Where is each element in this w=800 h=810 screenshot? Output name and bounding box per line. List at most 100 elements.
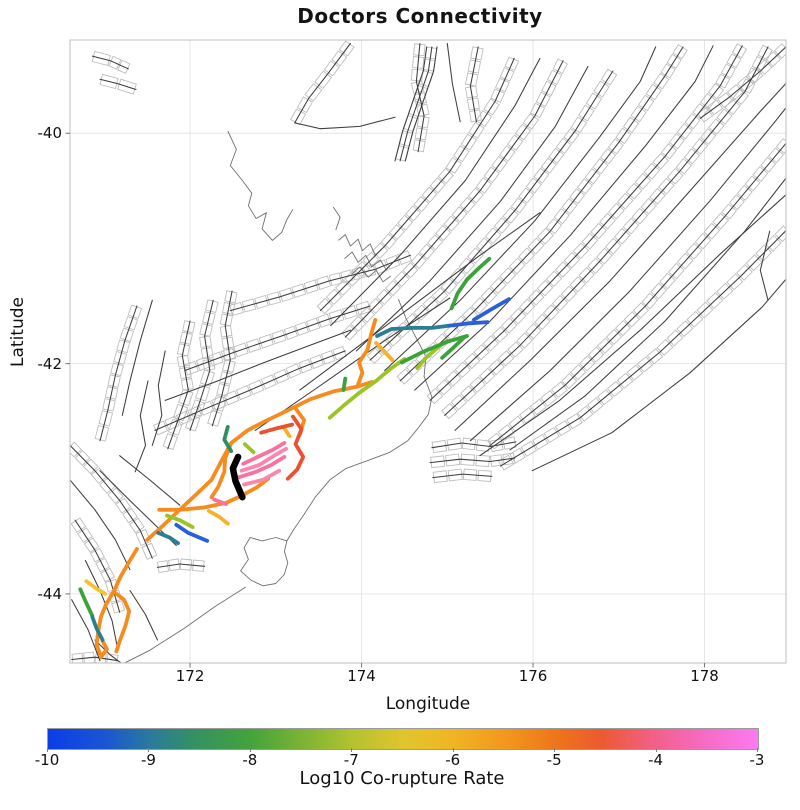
tick-marks xyxy=(65,132,706,668)
fault-patch xyxy=(182,320,196,334)
fault-patch xyxy=(462,468,478,481)
fault-patch xyxy=(449,267,467,285)
fault-patch xyxy=(241,298,257,313)
fault-patch xyxy=(585,92,603,110)
fault-patch xyxy=(493,217,511,234)
fault-patch xyxy=(195,356,212,371)
chartreuse-small xyxy=(242,442,256,455)
fault-patch xyxy=(755,244,773,262)
fault-patch xyxy=(156,560,170,573)
teal-ne xyxy=(375,323,452,338)
fault-patch xyxy=(248,379,265,396)
green-ne-arc xyxy=(449,256,492,311)
fault-patch xyxy=(497,454,515,471)
fault-patch xyxy=(388,224,405,241)
x-tick-label: 178 xyxy=(690,667,719,685)
gray-fault-trace xyxy=(167,320,191,450)
fault-patch xyxy=(128,517,145,534)
fault-patch xyxy=(724,98,741,115)
fault-patch xyxy=(736,263,753,281)
fault-patch xyxy=(426,234,444,251)
fault-patch xyxy=(656,338,674,356)
fault-patch xyxy=(470,46,484,61)
fault-patch xyxy=(480,287,498,305)
fault-patch xyxy=(560,285,578,303)
fault-patch xyxy=(208,351,224,367)
fault-patch xyxy=(429,177,446,194)
colorbar-tick-label: -10 xyxy=(34,751,60,769)
fault-patch xyxy=(454,361,472,378)
fault-patch xyxy=(684,113,701,130)
fault-patch xyxy=(731,43,748,59)
fault-patch xyxy=(187,405,203,421)
fault-patch xyxy=(676,252,694,270)
fault-patch xyxy=(529,398,547,416)
fault-patch xyxy=(331,50,348,67)
chartreuse-long xyxy=(327,357,407,420)
fault-patch xyxy=(590,222,607,240)
gray-fault-trace xyxy=(70,479,131,571)
fault-patch xyxy=(450,394,468,411)
colorbar xyxy=(47,728,759,750)
fault-patch xyxy=(475,237,493,255)
colorbar-tick xyxy=(655,748,657,752)
fault-patch xyxy=(660,63,676,79)
coastline-east-coast xyxy=(286,298,433,542)
fault-patch xyxy=(613,227,631,245)
fault-patch xyxy=(362,251,380,269)
fault-patch xyxy=(500,317,518,334)
colorbar-tick-label: -4 xyxy=(648,751,664,769)
fault-patch xyxy=(283,325,298,340)
fault-patch xyxy=(473,343,490,361)
fault-patch xyxy=(497,350,515,367)
fault-patch xyxy=(686,310,704,328)
fault-patch xyxy=(697,106,714,123)
fault-patch xyxy=(445,156,462,174)
plot-border xyxy=(69,39,787,664)
y-tick-label: -40 xyxy=(37,124,63,143)
fault-patch xyxy=(464,85,478,99)
fault-patch xyxy=(569,188,586,205)
colorbar-tick xyxy=(249,748,251,752)
fault-patch xyxy=(502,452,516,466)
fault-patch xyxy=(424,341,441,359)
x-tick-label: 176 xyxy=(518,667,548,685)
fault-patch xyxy=(178,366,192,380)
fault-patch xyxy=(258,333,274,349)
fault-patch xyxy=(499,67,515,82)
fault-patch xyxy=(115,497,132,514)
fault-patch xyxy=(116,339,131,354)
blue-ne-horizontal xyxy=(447,320,490,328)
fault-patch xyxy=(773,43,786,59)
gray-fault-trace xyxy=(156,563,206,568)
fault-patch xyxy=(355,300,372,316)
fault-patch xyxy=(587,346,605,363)
fault-patch xyxy=(696,301,714,319)
fault-patch xyxy=(179,331,193,345)
fault-patch xyxy=(441,402,458,420)
fault-patch xyxy=(452,145,470,163)
fault-patch xyxy=(122,507,138,524)
gray-fault-trace xyxy=(99,78,137,91)
fault-patch xyxy=(543,426,560,444)
fault-patch xyxy=(572,242,590,260)
fault-patch xyxy=(367,297,384,314)
fault-patch xyxy=(736,75,754,93)
fault-patch xyxy=(468,109,482,123)
fault-patch xyxy=(745,254,763,272)
fault-patch xyxy=(541,80,557,97)
fault-patch xyxy=(490,88,506,103)
gray-fault-trace xyxy=(509,177,786,451)
fault-patch xyxy=(570,116,588,134)
coastline-canterbury-bight xyxy=(123,586,247,663)
fault-patch xyxy=(478,367,496,385)
fault-patch xyxy=(616,372,634,389)
fault-patch xyxy=(570,364,587,381)
fault-patch xyxy=(540,389,558,407)
fault-patch xyxy=(584,168,601,185)
fault-patch xyxy=(385,330,402,347)
y-axis-label: Latitude xyxy=(8,297,28,367)
fault-patch xyxy=(569,276,587,293)
fault-patch xyxy=(70,517,87,533)
fault-patch xyxy=(552,58,568,75)
